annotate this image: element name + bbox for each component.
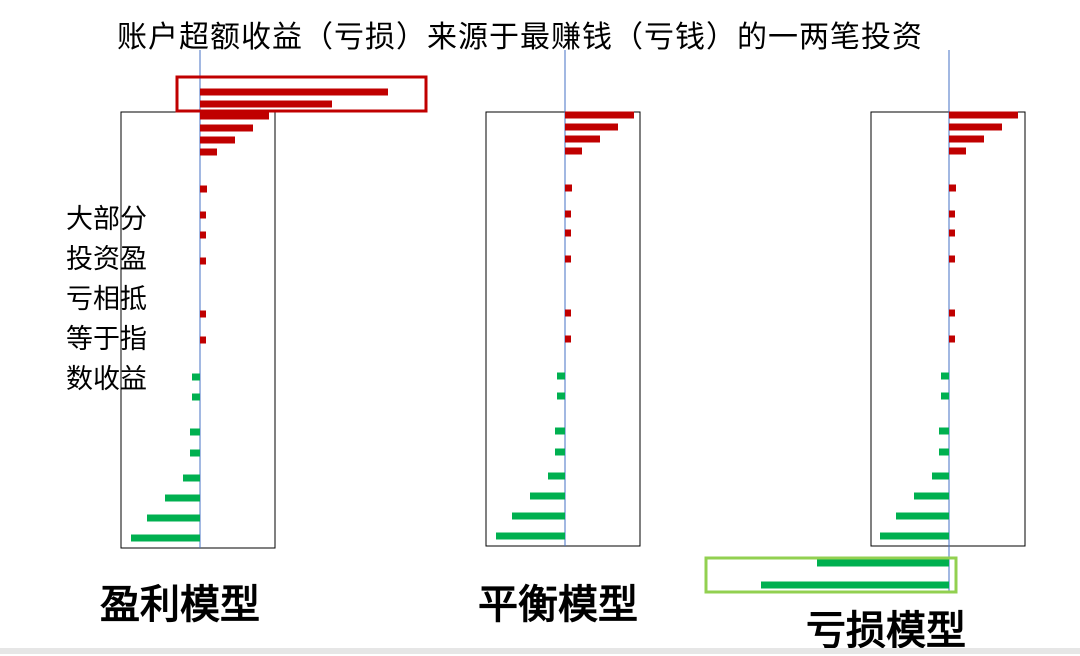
bar: [941, 392, 949, 400]
bar: [949, 335, 955, 343]
bar: [183, 474, 200, 482]
bar: [949, 184, 956, 192]
bar: [896, 512, 949, 520]
bar: [557, 372, 565, 380]
bar: [949, 229, 955, 237]
bar: [932, 472, 949, 480]
highlight-box-top-winners: [175, 75, 428, 113]
bar: [941, 372, 949, 380]
bar: [914, 492, 949, 500]
bar: [190, 428, 200, 436]
bar: [192, 373, 200, 381]
chart-panel-2: [485, 50, 641, 547]
bar: [200, 211, 206, 219]
bar: [761, 581, 949, 589]
bar: [555, 448, 565, 456]
bar: [200, 136, 235, 144]
bar: [949, 147, 966, 155]
panel-label-loss-model: 亏损模型: [806, 608, 966, 654]
bar: [949, 135, 984, 143]
bar: [565, 335, 571, 343]
bar: [530, 492, 565, 500]
bar: [200, 185, 207, 193]
bar: [565, 229, 571, 237]
bar: [496, 532, 565, 540]
bar: [200, 310, 206, 318]
bar: [190, 449, 200, 457]
bar: [565, 210, 571, 218]
bar: [949, 123, 1002, 131]
bar: [565, 123, 618, 131]
bar: [192, 393, 200, 401]
bar: [949, 210, 955, 218]
bar: [512, 512, 565, 520]
chart-title: 账户超额收益（亏损）来源于最赚钱（亏钱）的一两笔投资: [117, 20, 923, 55]
bar: [939, 448, 949, 456]
chart-panel-1: [120, 50, 428, 549]
panel-label-profit-model: 盈利模型: [100, 582, 260, 628]
bar: [555, 427, 565, 435]
bar: [131, 534, 200, 542]
bar: [557, 392, 565, 400]
plot-frame: [485, 111, 641, 547]
bar: [880, 532, 949, 540]
bar: [565, 147, 582, 155]
bar: [565, 184, 572, 192]
bar: [565, 135, 600, 143]
plot-frame: [870, 111, 1026, 547]
bar: [565, 309, 571, 317]
bar: [949, 309, 955, 317]
bottom-divider: [0, 648, 1080, 654]
side-annotation: 大部分 投资盈 亏相抵 等于指 数收益: [66, 204, 147, 395]
bar: [949, 111, 1018, 119]
bar: [200, 257, 206, 265]
panel-label-balance-model: 平衡模型: [478, 582, 638, 628]
chart-panel-3: [704, 50, 1026, 594]
bar: [165, 494, 200, 502]
bar: [565, 111, 634, 119]
bar: [200, 88, 388, 96]
bar: [200, 336, 206, 344]
bar: [817, 559, 949, 567]
bar: [548, 472, 565, 480]
bar: [200, 124, 253, 132]
bar: [147, 514, 200, 522]
bar: [200, 231, 206, 239]
bar: [200, 148, 217, 156]
bar: [939, 427, 949, 435]
bar: [949, 255, 955, 263]
bar: [200, 100, 332, 108]
bar: [200, 112, 269, 120]
bar: [565, 255, 571, 263]
plot-frame: [120, 111, 276, 549]
highlight-box-top-losers: [704, 556, 958, 594]
